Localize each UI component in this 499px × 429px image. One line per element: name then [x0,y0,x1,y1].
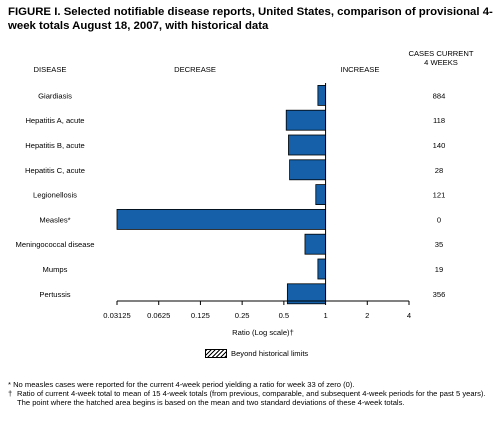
disease-label: Legionellosis [33,191,77,200]
cases-value: 884 [433,91,446,100]
ratio-bar [304,233,326,255]
x-tick-label: 2 [365,311,369,320]
cases-header-line2: 4 WEEKS [424,58,458,67]
legend-label: Beyond historical limits [231,349,309,358]
ratio-bar [288,134,326,156]
disease-label: Hepatitis B, acute [25,141,85,150]
footnote-measles: * No measles cases were reported for the… [8,380,355,389]
disease-label: Giardiasis [38,91,72,100]
x-tick-label: 0.25 [235,311,250,320]
cases-value: 35 [435,240,443,249]
ratio-bar [116,208,326,230]
cases-value: 28 [435,166,443,175]
ratio-bar [289,159,326,181]
x-axis-label: Ratio (Log scale)† [232,328,294,337]
cases-value: 356 [433,290,446,299]
cases-header: CASES CURRENT 4 WEEKS [396,49,486,67]
x-tick-label: 0.5 [279,311,290,320]
footnote-ratio: † Ratio of current 4-week total to mean … [8,389,494,407]
cases-value: 118 [433,116,445,125]
figure-title: FIGURE I. Selected notifiable disease re… [8,6,493,32]
x-tick-label: 0.125 [191,311,210,320]
cases-value: 0 [437,215,441,224]
disease-label: Hepatitis A, acute [25,116,84,125]
footnotes: * No measles cases were reported for the… [8,380,494,407]
ratio-bar [285,109,326,131]
x-tick-label: 0.0625 [147,311,170,320]
cases-value: 140 [433,141,446,150]
footnote-ratio-text: Ratio of current 4-week total to mean of… [17,389,486,407]
disease-label: Meningococcal disease [16,240,95,249]
cases-value: 19 [435,265,443,274]
disease-label: Measles* [39,215,70,224]
cases-header-line1: CASES CURRENT [408,49,474,58]
cases-value: 121 [433,191,446,200]
x-tick-label: 0.03125 [103,311,130,320]
x-tick-label: 4 [407,311,411,320]
legend: Beyond historical limits [205,349,308,358]
disease-label: Mumps [43,265,68,274]
ratio-bar [317,85,326,106]
increase-header: INCREASE [340,65,380,74]
ratio-bar [317,258,326,280]
decrease-header: DECREASE [174,65,216,74]
disease-header: DISEASE [33,65,67,74]
disease-label: Hepatitis C, acute [25,166,85,175]
footnote-dagger-mark: † [8,389,13,398]
x-tick-label: 1 [323,311,327,320]
ratio-bar [315,184,326,206]
hatched-legend-swatch [205,349,227,358]
disease-label: Pertussis [39,290,70,299]
